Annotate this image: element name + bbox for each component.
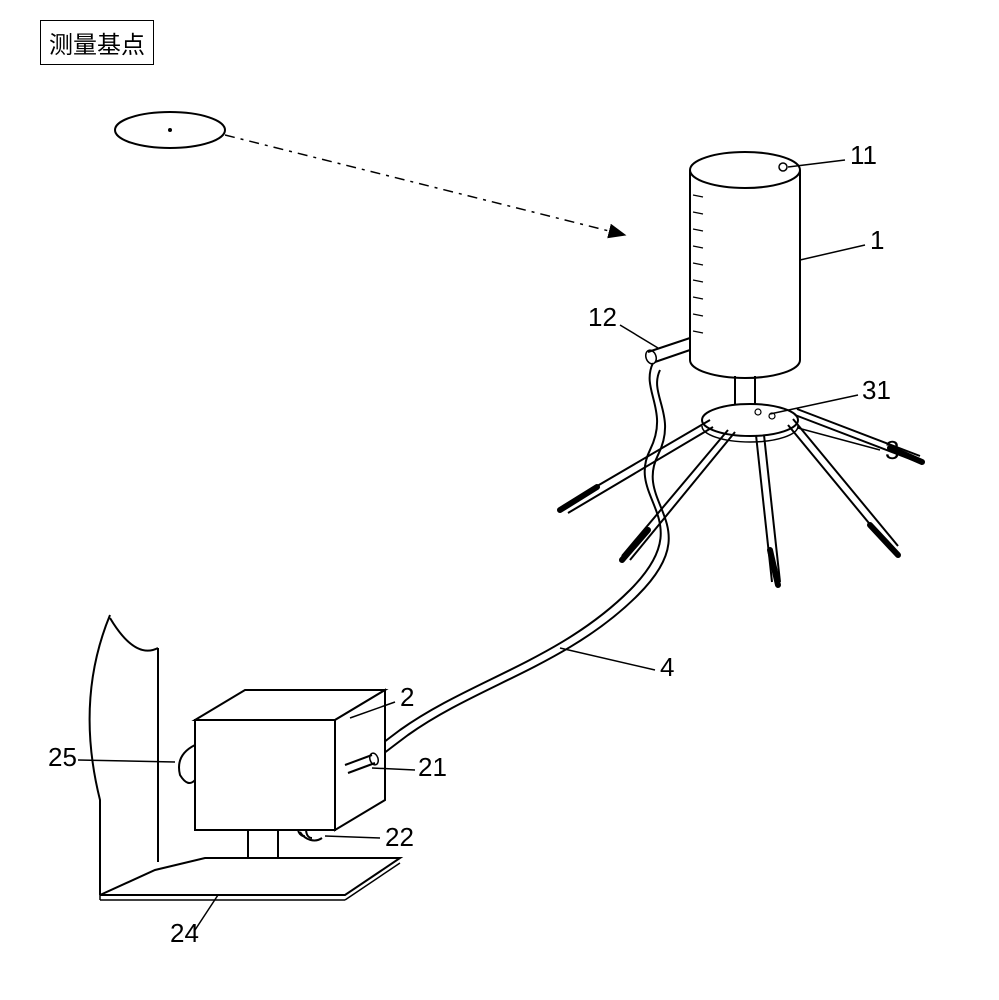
callout-3: 3	[885, 435, 899, 466]
title-text: 测量基点	[49, 32, 145, 59]
reference-arrow	[225, 135, 625, 235]
callout-21: 21	[418, 752, 447, 783]
graduated-cylinder	[690, 152, 800, 378]
callout-4: 4	[660, 652, 674, 683]
callout-31: 31	[862, 375, 891, 406]
base-plate	[100, 858, 400, 900]
callout-12: 12	[588, 302, 617, 333]
callout-25: 25	[48, 742, 77, 773]
callout-1: 1	[870, 225, 884, 256]
outlet-tube	[644, 338, 690, 365]
title-box: 测量基点	[40, 20, 154, 65]
callout-24: 24	[170, 918, 199, 949]
base-disc	[702, 404, 798, 442]
box-unit	[179, 690, 385, 840]
callout-11: 11	[850, 140, 877, 171]
diagram-container: 测量基点 1 11 12 31 3 4 2 21 22 25 24	[0, 0, 999, 1000]
callout-2: 2	[400, 682, 414, 713]
callout-22: 22	[385, 822, 414, 853]
wall-panel	[90, 615, 158, 895]
reference-point-ellipse	[115, 112, 225, 148]
